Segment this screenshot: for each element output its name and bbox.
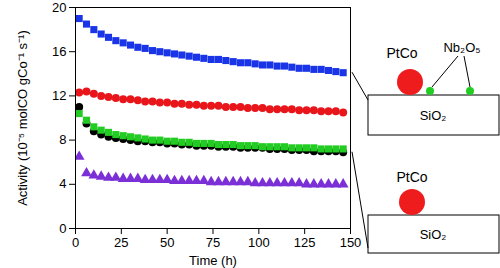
- svg-text:8: 8: [59, 132, 66, 147]
- svg-text:12: 12: [52, 88, 66, 103]
- svg-text:20: 20: [52, 0, 66, 15]
- svg-text:25: 25: [114, 235, 128, 250]
- svg-text:Time (h): Time (h): [189, 253, 237, 268]
- svg-text:125: 125: [294, 235, 316, 250]
- svg-text:SiO₂: SiO₂: [420, 108, 447, 123]
- svg-text:150: 150: [340, 235, 362, 250]
- svg-text:100: 100: [248, 235, 270, 250]
- svg-text:75: 75: [206, 235, 220, 250]
- svg-text:Nb₂O₅: Nb₂O₅: [443, 40, 480, 55]
- svg-text:0: 0: [72, 235, 79, 250]
- svg-text:SiO₂: SiO₂: [420, 227, 447, 242]
- svg-text:50: 50: [160, 235, 174, 250]
- svg-text:PtCo: PtCo: [396, 169, 427, 185]
- svg-text:16: 16: [52, 44, 66, 59]
- svg-text:4: 4: [59, 176, 66, 191]
- svg-text:0: 0: [59, 221, 66, 236]
- svg-text:PtCo: PtCo: [386, 45, 417, 61]
- svg-text:Activity (10⁻⁵ molCO gCo⁻¹ s⁻¹: Activity (10⁻⁵ molCO gCo⁻¹ s⁻¹): [15, 30, 30, 206]
